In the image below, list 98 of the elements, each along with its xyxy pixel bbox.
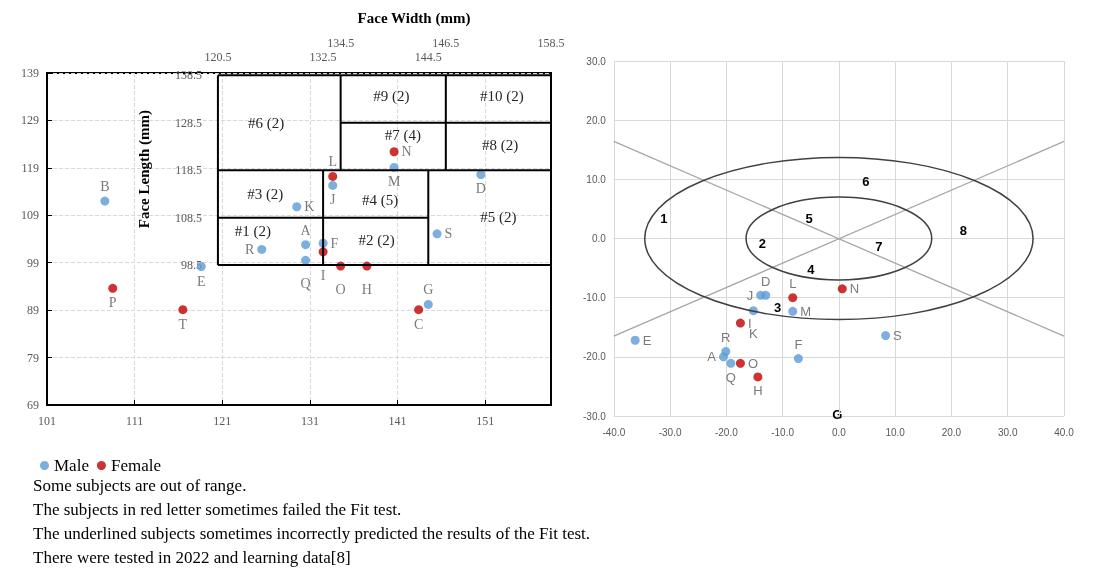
- data-label: N: [401, 144, 412, 160]
- data-label: J: [330, 192, 337, 208]
- data-label: O: [747, 355, 759, 371]
- data-label: T: [178, 316, 188, 332]
- text: 134.5: [327, 36, 355, 51]
- data-label: L: [789, 276, 797, 292]
- data-label: F: [330, 235, 339, 251]
- text: The underlined subjects sometimes incorrectly predicted the results of the Fit test.: [33, 524, 591, 543]
- x-tick-label: 30.0: [997, 426, 1018, 438]
- y-tick-label: 0.0: [591, 233, 607, 244]
- x-tick-label: -10.0: [771, 426, 795, 438]
- data-label: P: [108, 295, 117, 311]
- data-label: S: [444, 226, 453, 242]
- annotation: #7 (4): [384, 126, 421, 144]
- y-tick-label: 69: [27, 398, 39, 412]
- y2-tick-label: 108.5: [174, 210, 202, 225]
- data-label: Q: [725, 369, 736, 385]
- annotation: #1 (2): [234, 223, 272, 241]
- x-tick-label: -30.0: [658, 426, 682, 438]
- text: The subjects in red letter sometimes failed the Fit test.: [33, 500, 402, 519]
- data-label: N: [849, 281, 860, 297]
- annotation: 8: [959, 222, 967, 238]
- data-label: B: [100, 179, 110, 195]
- annotation: #8 (2): [482, 136, 519, 154]
- annotation: 1: [660, 211, 668, 227]
- data-label: D: [475, 181, 486, 197]
- data-label: S: [893, 328, 903, 344]
- y2-tick-label: 118.5: [175, 163, 202, 178]
- x2-tick-label: 144.5: [414, 50, 442, 64]
- data-label: O: [335, 282, 346, 298]
- text: Some subjects are out of range.: [33, 476, 247, 495]
- annotation: #10 (2): [480, 87, 524, 105]
- annotation: #2 (2): [358, 231, 395, 249]
- x2-tick-label: 132.5: [309, 50, 337, 64]
- annotation: #6 (2): [248, 115, 285, 133]
- annotation: #4 (5): [361, 191, 399, 209]
- x-tick-label: 40.0: [1054, 426, 1075, 438]
- y-tick-label: 10.0: [586, 173, 607, 185]
- data-label: R: [721, 330, 731, 346]
- data-label: F: [794, 337, 803, 353]
- x2-axis-title: Face Width (mm): [357, 9, 471, 27]
- legend-label: Male: [54, 456, 89, 475]
- data-label: Q: [300, 276, 311, 292]
- data-label: R: [244, 241, 255, 257]
- data-label: H: [361, 282, 372, 298]
- annotation: 4: [807, 262, 816, 278]
- data-label: K: [304, 199, 315, 215]
- data-label: E: [642, 332, 652, 348]
- y-tick-label: 89: [27, 303, 39, 318]
- y-tick-label: 30.0: [586, 55, 607, 67]
- y-tick-label: 139: [21, 66, 39, 80]
- y-tick-label: -20.0: [583, 351, 607, 363]
- data-label: M: [800, 303, 812, 319]
- x-tick-label: 10.0: [885, 426, 906, 438]
- text: 146.5: [432, 36, 460, 51]
- text: There were tested in 2022 and learning data[8]: [33, 548, 351, 567]
- y-tick-label: 79: [27, 350, 39, 365]
- data-label: E: [196, 273, 206, 289]
- data-label: J: [746, 287, 754, 303]
- x-tick-label: 151: [476, 414, 495, 428]
- y-tick-label: 20.0: [586, 114, 607, 126]
- annotation: 7: [875, 239, 883, 255]
- x-tick-label: -20.0: [714, 426, 739, 438]
- data-label: H: [753, 383, 763, 399]
- x-tick-label: 111: [126, 414, 144, 428]
- annotation: 5: [805, 211, 813, 227]
- y-tick-label: 99: [27, 255, 39, 270]
- y-tick-label: -10.0: [583, 292, 607, 304]
- data-label: M: [387, 174, 401, 190]
- y-tick-label: 129: [21, 113, 39, 128]
- data-label: C: [413, 316, 424, 332]
- y2-axis-title: Face Length (mm): [136, 109, 154, 229]
- annotation: 2: [758, 235, 766, 251]
- data-label: I: [747, 315, 752, 331]
- y-tick-label: 119: [21, 160, 39, 175]
- annotation: #3 (2): [247, 186, 284, 204]
- y2-tick-label: 128.5: [174, 115, 202, 130]
- x-tick-label: 141: [388, 414, 407, 428]
- data-label: A: [300, 222, 312, 238]
- annotation: #9 (2): [373, 87, 410, 105]
- x-tick-label: 101: [38, 414, 56, 428]
- annotation: 6: [862, 173, 870, 189]
- x-tick-label: 121: [213, 414, 232, 428]
- x-tick-label: 131: [300, 414, 319, 428]
- annotation: #5 (2): [480, 208, 517, 226]
- data-label: L: [328, 154, 338, 170]
- y-tick-label: 109: [21, 208, 39, 223]
- text: 158.5: [537, 36, 565, 51]
- x2-tick-label: 120.5: [204, 50, 232, 64]
- legend-label: Female: [110, 456, 161, 475]
- x-tick-label: -40.0: [602, 426, 626, 438]
- x-tick-label: 20.0: [941, 426, 962, 438]
- data-label: I: [320, 267, 326, 283]
- data-label: G: [423, 282, 434, 298]
- data-label: A: [707, 349, 717, 365]
- x-tick-label: 0.0: [831, 426, 847, 438]
- data-label: D: [761, 273, 771, 289]
- annotation: 3: [773, 299, 782, 315]
